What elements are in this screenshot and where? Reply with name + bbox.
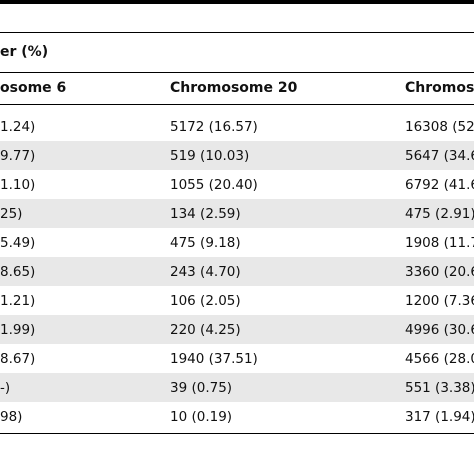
table-cell: 10 (0.19) [170, 409, 233, 425]
table-cell: 475 (2.91) [405, 206, 474, 222]
table-cell: 39 (0.75) [170, 380, 233, 396]
table-cell: 5647 (34.6 [405, 148, 474, 164]
table-cell: 1.24) [0, 119, 36, 135]
table-cell: 8.65) [0, 264, 36, 280]
table-cell: 1.10) [0, 177, 36, 193]
table-cell: 220 (4.25) [170, 322, 241, 338]
table-cell: 5.49) [0, 235, 36, 251]
table-cell: 1.99) [0, 322, 36, 338]
table-cell: -) [0, 380, 11, 396]
table-cell: 4996 (30.6 [405, 322, 474, 338]
table-cell: 1908 (11.7 [405, 235, 474, 251]
table-row [0, 373, 474, 402]
table-cell: 551 (3.38) [405, 380, 474, 396]
table-cell: 4566 (28.0 [405, 351, 474, 367]
column-header: Chromos [405, 80, 474, 96]
table-cell: 317 (1.94) [405, 409, 474, 425]
column-header: Chromosome 20 [170, 80, 298, 96]
table-row [0, 402, 474, 431]
table-cell: 243 (4.70) [170, 264, 241, 280]
table-row [0, 315, 474, 344]
table-cell: 9.77) [0, 148, 36, 164]
table-cell: 6792 (41.6 [405, 177, 474, 193]
rule [0, 32, 474, 33]
table-cell: 1200 (7.36 [405, 293, 474, 309]
table-cell: 25) [0, 206, 23, 222]
top-rule [0, 0, 474, 4]
table-cell: 1940 (37.51) [170, 351, 258, 367]
rule [0, 72, 474, 73]
table-cell: 134 (2.59) [170, 206, 241, 222]
table-cell: 1055 (20.40) [170, 177, 258, 193]
table-row [0, 199, 474, 228]
column-header: osome 6 [0, 80, 67, 96]
table-cell: 519 (10.03) [170, 148, 250, 164]
table-cell: 5172 (16.57) [170, 119, 258, 135]
table-cell: 106 (2.05) [170, 293, 241, 309]
table-cell: 16308 (52 [405, 119, 474, 135]
table-cell: 1.21) [0, 293, 36, 309]
table-row [0, 141, 474, 170]
group-header: er (%) [0, 44, 49, 60]
table-cell: 3360 (20.6 [405, 264, 474, 280]
table-row [0, 257, 474, 286]
table-cell: 98) [0, 409, 23, 425]
bottom-rule [0, 433, 474, 434]
rule [0, 104, 474, 105]
table-cell: 475 (9.18) [170, 235, 241, 251]
table-cell: 8.67) [0, 351, 36, 367]
